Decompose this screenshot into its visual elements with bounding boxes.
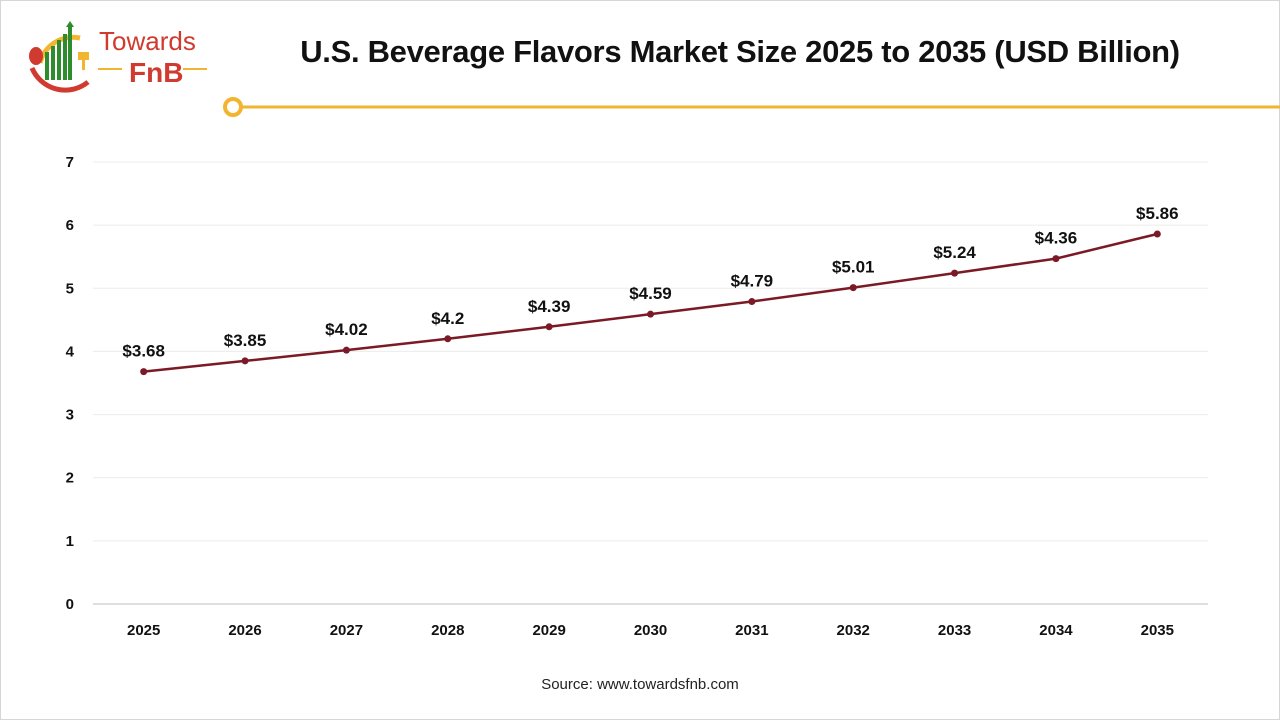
source-text: Source: www.towardsfnb.com: [541, 676, 739, 693]
y-tick-label: 7: [66, 154, 74, 171]
y-tick-label: 3: [66, 407, 74, 424]
data-point: [140, 368, 148, 376]
y-tick-label: 4: [66, 343, 75, 360]
gridlines: [93, 161, 1208, 605]
y-axis-ticks: 0 1 2 3 4 5 6 7: [66, 154, 75, 613]
x-tick-label: 2030: [634, 622, 667, 639]
x-tick-label: 2029: [532, 622, 565, 639]
title-decoration: [223, 97, 1280, 117]
data-label: $4.2: [431, 309, 464, 328]
y-tick-label: 2: [66, 470, 74, 487]
y-tick-label: 1: [66, 533, 74, 550]
y-tick-label: 5: [66, 280, 74, 297]
data-point: [1153, 230, 1161, 238]
x-tick-label: 2031: [735, 622, 768, 639]
x-tick-label: 2025: [127, 622, 160, 639]
data-point: [545, 323, 553, 331]
data-label: $4.39: [528, 297, 571, 316]
data-point: [748, 298, 756, 306]
y-tick-label: 0: [66, 596, 74, 613]
chart-title: U.S. Beverage Flavors Market Size 2025 t…: [300, 34, 1180, 69]
data-label: $3.68: [122, 342, 165, 361]
data-point: [1052, 255, 1060, 263]
x-tick-label: 2028: [431, 622, 464, 639]
data-label: $5.01: [832, 258, 875, 277]
data-label: $4.36: [1035, 229, 1078, 248]
data-label: $5.24: [933, 243, 976, 262]
y-tick-label: 6: [66, 217, 74, 234]
data-label: $4.59: [629, 284, 672, 303]
data-point: [647, 310, 654, 318]
x-tick-label: 2035: [1141, 622, 1174, 639]
data-point: [342, 346, 350, 354]
data-label: $5.86: [1136, 204, 1179, 223]
data-point: [849, 284, 857, 292]
x-tick-label: 2026: [228, 622, 261, 639]
x-axis-ticks: 2025 2026 2027 2028 2029 2030 2031 2032 2033 2034…: [127, 622, 1174, 639]
data-label: $4.02: [325, 320, 368, 339]
data-point: [951, 269, 959, 277]
x-tick-label: 2034: [1039, 622, 1073, 639]
logo: Towards FnB: [29, 21, 207, 93]
x-tick-label: 2032: [837, 622, 870, 639]
data-label: $3.85: [224, 331, 267, 350]
data-labels: $3.68 $3.85 $4.02 $4.2 $4.39 $4.59 $4.79 $5.01 $…: [122, 204, 1178, 361]
series-line: [140, 230, 1161, 376]
logo-text-fnb: FnB: [129, 57, 183, 88]
x-tick-label: 2033: [938, 622, 971, 639]
data-label: $4.79: [731, 272, 774, 291]
x-tick-label: 2027: [330, 622, 363, 639]
data-point: [444, 335, 452, 343]
logo-text-towards: Towards: [99, 26, 196, 56]
data-point: [241, 357, 249, 365]
